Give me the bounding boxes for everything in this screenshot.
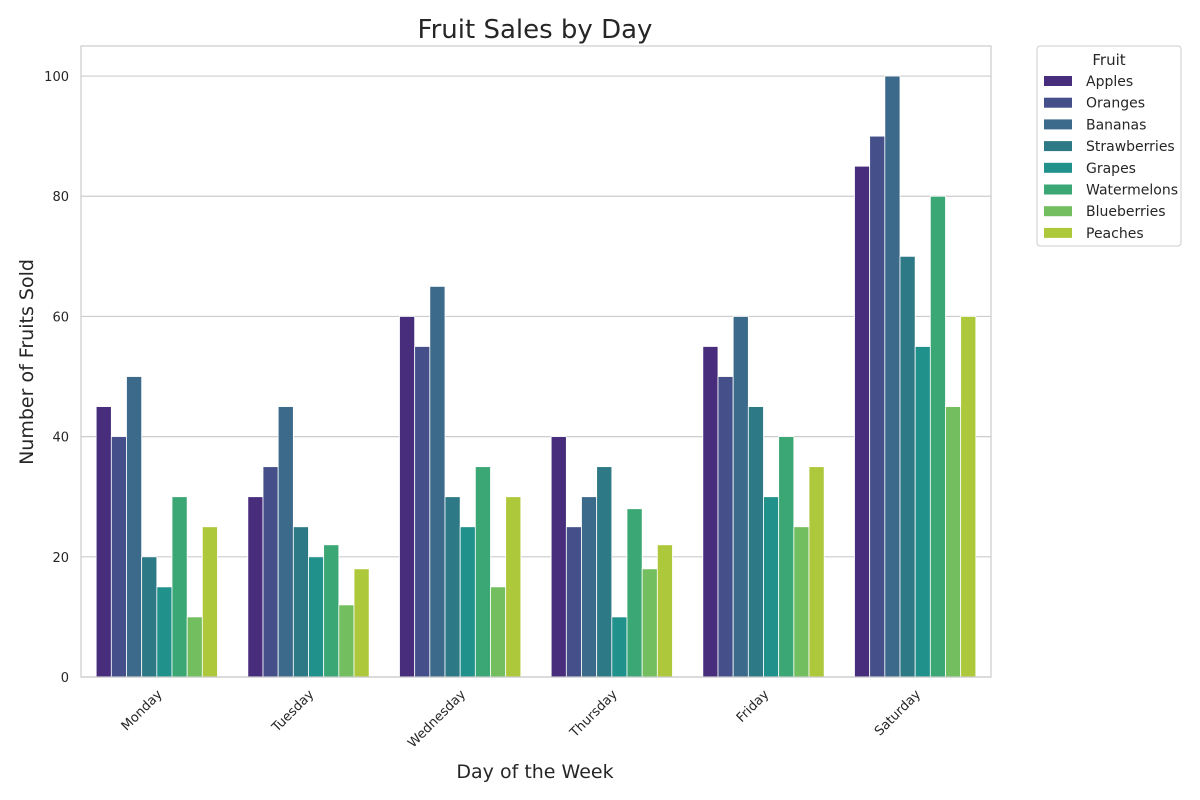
bar-grapes-monday	[156, 586, 173, 678]
bar-blueberries-monday	[186, 616, 203, 678]
legend-swatch	[1044, 227, 1072, 238]
bar-oranges-monday	[110, 436, 127, 678]
bar-watermelons-wednesday	[474, 466, 491, 678]
bar-strawberries-tuesday	[292, 526, 309, 678]
bar-oranges-thursday	[565, 526, 582, 678]
y-tick-label: 60	[52, 310, 69, 325]
y-axis-title: Number of Fruits Sold	[16, 259, 38, 465]
x-tick-label: Wednesday	[405, 687, 469, 751]
bar-strawberries-friday	[747, 406, 764, 678]
bar-blueberries-thursday	[641, 568, 658, 678]
bar-peaches-saturday	[960, 316, 977, 678]
legend-label: Blueberries	[1086, 204, 1166, 220]
bar-watermelons-monday	[171, 496, 188, 678]
legend-label: Apples	[1086, 74, 1133, 90]
bar-blueberries-wednesday	[490, 586, 507, 678]
bar-grapes-friday	[763, 496, 780, 678]
bar-apples-wednesday	[399, 316, 416, 678]
bar-grapes-wednesday	[459, 526, 476, 678]
x-tick-labels: Monday Tuesday Wednesday Thursday Friday Satu…	[119, 687, 924, 751]
legend-label: Peaches	[1086, 226, 1144, 242]
x-axis-title: Day of the Week	[456, 761, 613, 783]
bar-oranges-wednesday	[414, 346, 431, 678]
bar-watermelons-thursday	[626, 508, 643, 678]
y-tick-label: 80	[52, 190, 69, 205]
legend-swatch	[1044, 206, 1072, 217]
bar-peaches-thursday	[656, 544, 673, 678]
bar-watermelons-friday	[778, 436, 795, 678]
legend-label: Strawberries	[1086, 139, 1175, 155]
bar-apples-saturday	[854, 165, 871, 678]
chart-title: Fruit Sales by Day	[418, 15, 653, 45]
x-tick-label: Monday	[119, 687, 166, 734]
bar-apples-tuesday	[247, 496, 264, 678]
x-tick-label: Saturday	[872, 687, 924, 739]
bar-peaches-tuesday	[353, 568, 370, 678]
y-tick-label: 0	[61, 671, 69, 686]
bar-bananas-friday	[732, 316, 749, 678]
plot-area	[81, 46, 991, 677]
legend-swatch	[1044, 76, 1072, 86]
bar-apples-friday	[702, 346, 719, 678]
bar-grapes-saturday	[914, 346, 931, 678]
legend-label: Oranges	[1086, 96, 1145, 112]
bar-bananas-saturday	[884, 75, 901, 678]
bar-bananas-tuesday	[277, 406, 294, 678]
x-tick-label: Tuesday	[269, 687, 318, 736]
bar-grapes-thursday	[611, 616, 628, 678]
y-tick-label: 40	[52, 431, 69, 446]
bar-peaches-friday	[808, 466, 825, 678]
bar-strawberries-wednesday	[444, 496, 461, 678]
legend-swatch	[1044, 119, 1072, 130]
bar-oranges-tuesday	[262, 466, 279, 678]
bar-peaches-wednesday	[505, 496, 522, 678]
legend-label: Watermelons	[1086, 183, 1178, 199]
x-tick-label: Thursday	[567, 687, 621, 741]
legend-label: Grapes	[1086, 161, 1136, 177]
bar-apples-monday	[95, 406, 112, 678]
bar-blueberries-tuesday	[338, 604, 355, 678]
x-tick-label: Friday	[734, 687, 773, 726]
legend: Fruit Apples Oranges Bananas Strawberries Gr…	[1036, 45, 1182, 247]
bar-strawberries-thursday	[596, 466, 613, 678]
bar-oranges-saturday	[869, 135, 886, 678]
bar-bananas-monday	[126, 376, 143, 678]
bar-grapes-tuesday	[308, 556, 325, 678]
legend-swatch	[1044, 141, 1072, 152]
bar-bananas-thursday	[581, 496, 598, 678]
bar-oranges-friday	[717, 376, 734, 678]
plot-frame	[80, 45, 992, 678]
bar-apples-thursday	[550, 436, 567, 678]
y-tick-label: 100	[44, 70, 69, 85]
bar-strawberries-saturday	[899, 255, 916, 678]
bar-blueberries-saturday	[945, 406, 962, 678]
legend-label: Bananas	[1086, 117, 1146, 133]
bar-strawberries-monday	[141, 556, 158, 678]
bar-watermelons-tuesday	[323, 544, 340, 678]
legend-title: Fruit	[1092, 51, 1125, 69]
y-tick-label: 20	[52, 551, 69, 566]
legend-frame	[1036, 45, 1182, 247]
bar-watermelons-saturday	[929, 195, 946, 678]
bar-bananas-wednesday	[429, 285, 446, 678]
bar-peaches-monday	[201, 526, 218, 678]
legend-swatch	[1044, 97, 1072, 108]
bar-blueberries-friday	[793, 526, 810, 678]
legend-swatch	[1044, 162, 1072, 173]
legend-swatch	[1044, 184, 1072, 195]
y-tick-labels: 0 20 40 60 80 100	[44, 70, 69, 686]
